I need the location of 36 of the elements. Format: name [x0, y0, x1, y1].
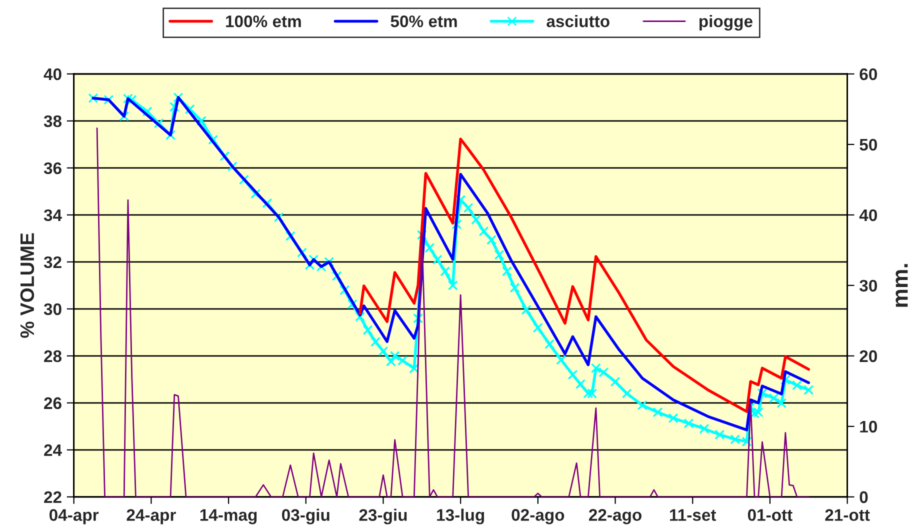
y-tick-label: 40: [44, 68, 62, 80]
y2-tick-label: 10: [860, 420, 877, 433]
x-tick-label: 02-ago: [512, 509, 564, 524]
y-tick-label: 30: [44, 303, 62, 316]
y-tick-label: 34: [44, 209, 62, 222]
legend-label: piogge: [699, 15, 752, 31]
y-tick-label: 26: [44, 397, 62, 410]
y-tick-label: 38: [44, 115, 62, 128]
x-tick-label: 23-giu: [359, 508, 407, 524]
y2-tick-label: 50: [860, 138, 877, 151]
y-axis-title: % VOLUME: [20, 233, 34, 338]
y-tick-label: 36: [44, 162, 62, 174]
y2-tick-label: 40: [859, 209, 877, 222]
legend-label: 100% etm: [226, 15, 301, 28]
x-tick-label: 22-ago: [588, 509, 642, 524]
x-tick-label: 04-apr: [49, 509, 99, 524]
x-tick-label: 11-set: [670, 509, 716, 521]
legend-label: asciutto: [546, 15, 610, 28]
x-tick-label: 13-lug: [437, 508, 484, 524]
line-series: [96, 128, 810, 497]
y2-tick-label: 30: [860, 280, 877, 292]
x-tick-label: 21-ott: [825, 509, 870, 521]
y2-tick-label: 60: [860, 68, 877, 80]
x-tick-label: 01-ott: [748, 509, 792, 521]
y-tick-label: 22: [44, 491, 62, 503]
y2-axis-title: mm.: [896, 264, 908, 307]
y-tick-label: 24: [44, 444, 62, 456]
y2-tick-label: 20: [860, 350, 877, 362]
y-tick-label: 28: [44, 350, 62, 362]
x-tick-label: 14-mag: [200, 509, 257, 524]
legend-label: 50% etm: [390, 15, 457, 28]
x-tick-label: 03-giu: [282, 508, 330, 524]
x-tick-label: 24-apr: [126, 509, 176, 524]
y2-tick-label: 0: [860, 491, 868, 504]
line-series: [358, 138, 810, 413]
y-tick-label: 32: [44, 256, 62, 268]
